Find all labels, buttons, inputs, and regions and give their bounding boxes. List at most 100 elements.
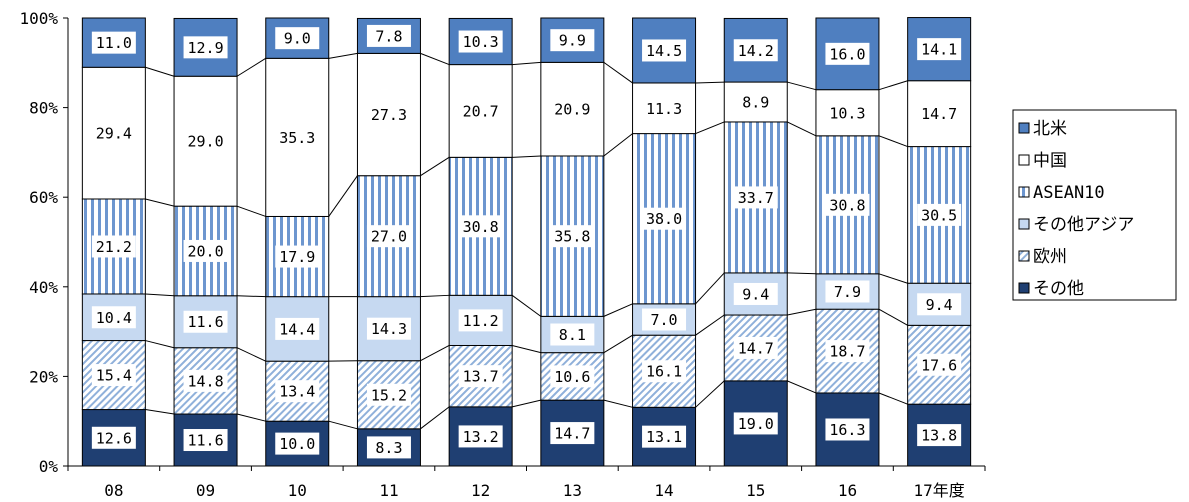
x-tick-label: 17年度 — [914, 481, 965, 500]
legend-swatch — [1019, 123, 1029, 133]
data-label: 17.9 — [279, 248, 315, 266]
data-label: 17.6 — [921, 356, 957, 374]
data-label: 8.9 — [742, 94, 769, 112]
data-label: 10.4 — [96, 309, 132, 327]
data-label: 29.4 — [96, 125, 132, 143]
series-connector-line — [604, 304, 633, 317]
data-label: 10.3 — [829, 104, 865, 122]
series-connector-line — [237, 296, 266, 297]
series-connector-line — [696, 122, 725, 134]
data-label: 12.6 — [96, 429, 132, 447]
series-connector-line — [512, 345, 541, 352]
data-label: 35.8 — [554, 228, 590, 246]
y-tick-label: 80% — [29, 99, 58, 118]
data-label: 15.4 — [96, 367, 132, 385]
data-label: 11.0 — [96, 34, 132, 52]
series-connector-line — [145, 410, 174, 414]
data-label: 29.0 — [187, 133, 223, 151]
series-connector-line — [329, 421, 358, 429]
data-label: 13.2 — [463, 428, 499, 446]
data-label: 10.6 — [554, 368, 590, 386]
data-label: 27.0 — [371, 228, 407, 246]
x-tick-label: 09 — [196, 481, 215, 500]
data-label: 30.8 — [829, 196, 865, 214]
data-label: 14.1 — [921, 41, 957, 59]
data-label: 27.3 — [371, 106, 407, 124]
data-label: 13.4 — [279, 383, 315, 401]
series-connector-line — [696, 273, 725, 304]
series-connector-line — [329, 176, 358, 217]
y-tick-label: 20% — [29, 367, 58, 386]
data-label: 16.0 — [829, 45, 865, 63]
series-connector-line — [512, 62, 541, 64]
x-tick-label: 10 — [288, 481, 307, 500]
data-label: 7.0 — [651, 311, 678, 329]
series-connector-line — [787, 82, 816, 90]
data-label: 9.4 — [926, 296, 953, 314]
series-connector-line — [420, 53, 449, 64]
data-label: 13.1 — [646, 428, 682, 446]
series-connector-line — [604, 400, 633, 407]
series-connector-line — [420, 407, 449, 429]
x-tick-label: 08 — [104, 481, 123, 500]
x-tick-label: 11 — [379, 481, 398, 500]
legend-label: 中国 — [1033, 151, 1067, 171]
y-tick-label: 60% — [29, 188, 58, 207]
data-label: 15.2 — [371, 386, 407, 404]
x-tick-label: 16 — [838, 481, 857, 500]
data-label: 14.3 — [371, 320, 407, 338]
data-label: 8.1 — [559, 326, 586, 344]
series-connector-line — [145, 341, 174, 348]
x-tick-label: 14 — [654, 481, 673, 500]
x-tick-label: 13 — [563, 481, 582, 500]
data-label: 16.1 — [646, 363, 682, 381]
series-connector-line — [237, 348, 266, 361]
series-connector-line — [420, 157, 449, 175]
data-label: 30.8 — [463, 218, 499, 236]
series-connector-line — [604, 62, 633, 83]
data-label: 14.7 — [921, 105, 957, 123]
legend-swatch — [1019, 219, 1029, 229]
legend-swatch — [1019, 155, 1029, 165]
data-label: 33.7 — [738, 189, 774, 207]
series-connector-line — [420, 345, 449, 360]
series-connector-line — [879, 81, 908, 90]
data-label: 11.3 — [646, 100, 682, 118]
data-label: 20.9 — [554, 101, 590, 119]
series-connector-lines — [145, 53, 907, 428]
data-label: 14.8 — [187, 372, 223, 390]
series-connector-line — [787, 381, 816, 393]
data-label: 20.0 — [187, 242, 223, 260]
data-label: 10.3 — [463, 33, 499, 51]
series-connector-line — [696, 82, 725, 83]
series-connector-line — [787, 309, 816, 315]
data-label: 20.7 — [463, 102, 499, 120]
legend-label: ASEAN10 — [1033, 183, 1105, 203]
series-connector-line — [145, 294, 174, 296]
data-label: 14.7 — [738, 339, 774, 357]
x-tick-label: 12 — [471, 481, 490, 500]
data-label: 38.0 — [646, 210, 682, 228]
data-label: 9.0 — [284, 30, 311, 48]
legend-label: 欧州 — [1033, 247, 1067, 267]
data-label: 14.4 — [279, 320, 315, 338]
data-label: 21.2 — [96, 238, 132, 256]
data-label: 8.3 — [375, 439, 402, 457]
data-label: 14.7 — [554, 425, 590, 443]
data-label: 11.6 — [187, 313, 223, 331]
series-connector-line — [237, 58, 266, 76]
series-connector-line — [145, 67, 174, 76]
legend-swatch — [1019, 251, 1029, 261]
y-tick-label: 40% — [29, 278, 58, 297]
data-label: 14.5 — [646, 42, 682, 60]
data-label: 11.6 — [187, 432, 223, 450]
data-label: 9.4 — [742, 285, 769, 303]
series-connector-line — [879, 274, 908, 283]
series-connector-line — [512, 295, 541, 316]
data-label: 7.9 — [834, 283, 861, 301]
data-label: 14.2 — [738, 42, 774, 60]
data-label: 30.5 — [921, 206, 957, 224]
series-connector-line — [329, 53, 358, 58]
data-label: 12.9 — [187, 39, 223, 57]
